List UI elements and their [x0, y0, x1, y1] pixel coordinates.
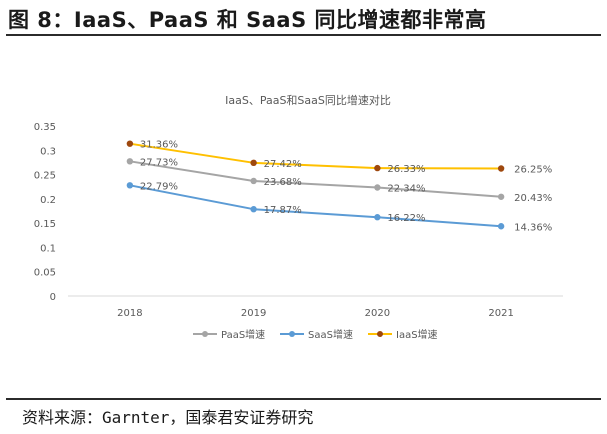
source-note: 资料来源：Garnter，国泰君安证券研究	[22, 408, 314, 427]
data-label: 20.43%	[514, 193, 552, 204]
data-point	[374, 164, 381, 172]
data-label: 16.22%	[387, 213, 425, 224]
x-tick-label: 2020	[365, 308, 390, 319]
y-tick-label: 0.05	[34, 268, 56, 279]
legend-swatch-marker	[289, 331, 295, 337]
data-label: 27.73%	[140, 157, 178, 168]
data-point	[497, 193, 505, 200]
legend-label: SaaS增速	[308, 328, 353, 341]
figure-title: 图 8：IaaS、PaaS 和 SaaS 同比增速都非常高	[8, 8, 487, 32]
series-PaaS增速: 27.73% 23.68% 22.34% 20.43%	[126, 157, 552, 204]
data-label: 23.68%	[264, 177, 302, 188]
y-tick-label: 0.25	[34, 171, 56, 182]
data-label: 22.79%	[140, 181, 178, 192]
legend-item: IaaS增速	[368, 328, 438, 341]
data-label: 14.36%	[514, 222, 552, 233]
y-axis: 0 0.05 0.1 0.15 0.2 0.25 0.3 0.35	[34, 122, 56, 303]
data-point	[250, 206, 257, 213]
series-layer: 27.73% 23.68% 22.34% 20.43% 22.79% 17.87% 16.2…	[126, 140, 552, 233]
data-label: 22.34%	[387, 183, 425, 194]
data-label: 26.33%	[387, 164, 425, 175]
data-point	[497, 165, 505, 172]
data-point	[126, 158, 134, 165]
y-tick-label: 0.35	[34, 122, 56, 133]
x-tick-label: 2018	[117, 308, 142, 319]
legend-item: PaaS增速	[193, 328, 265, 341]
data-point	[250, 159, 257, 167]
y-tick-label: 0	[50, 292, 56, 303]
legend: PaaS增速 SaaS增速 IaaS增速	[193, 328, 438, 341]
legend-label: PaaS增速	[221, 328, 265, 341]
series-line	[128, 160, 503, 198]
legend-swatch-marker	[202, 331, 208, 337]
legend-item: SaaS增速	[280, 328, 353, 341]
y-tick-label: 0.3	[40, 146, 56, 157]
data-point	[126, 182, 134, 189]
line-chart: IaaS、PaaS和SaaS同比增速对比 0 0.05 0.1 0.15 0.2 0.25…	[18, 64, 588, 364]
data-label: 27.42%	[264, 159, 302, 170]
legend-swatch-marker	[377, 331, 383, 337]
data-point	[497, 223, 505, 230]
data-point	[374, 184, 381, 191]
data-point	[374, 214, 381, 221]
data-label: 17.87%	[264, 205, 302, 216]
series-line	[128, 184, 503, 228]
chart-svg: IaaS、PaaS和SaaS同比增速对比 0 0.05 0.1 0.15 0.2 0.25…	[34, 93, 563, 341]
y-tick-label: 0.2	[40, 195, 56, 206]
y-tick-label: 0.1	[40, 243, 56, 254]
x-tick-label: 2021	[488, 308, 513, 319]
title-divider	[6, 34, 601, 36]
legend-label: IaaS增速	[396, 328, 438, 341]
series-IaaS增速: 31.36% 27.42% 26.33% 26.25%	[126, 140, 552, 176]
source-divider	[6, 398, 601, 400]
y-tick-label: 0.15	[34, 219, 56, 230]
x-tick-label: 2019	[241, 308, 266, 319]
data-label: 26.25%	[514, 165, 552, 176]
chart-title: IaaS、PaaS和SaaS同比增速对比	[225, 93, 391, 107]
x-axis: 2018 2019 2020 2021	[117, 308, 514, 319]
series-SaaS增速: 22.79% 17.87% 16.22% 14.36%	[126, 181, 552, 233]
series-line	[128, 142, 503, 170]
data-point	[126, 140, 134, 147]
data-label: 31.36%	[140, 140, 178, 151]
data-point	[250, 177, 257, 185]
